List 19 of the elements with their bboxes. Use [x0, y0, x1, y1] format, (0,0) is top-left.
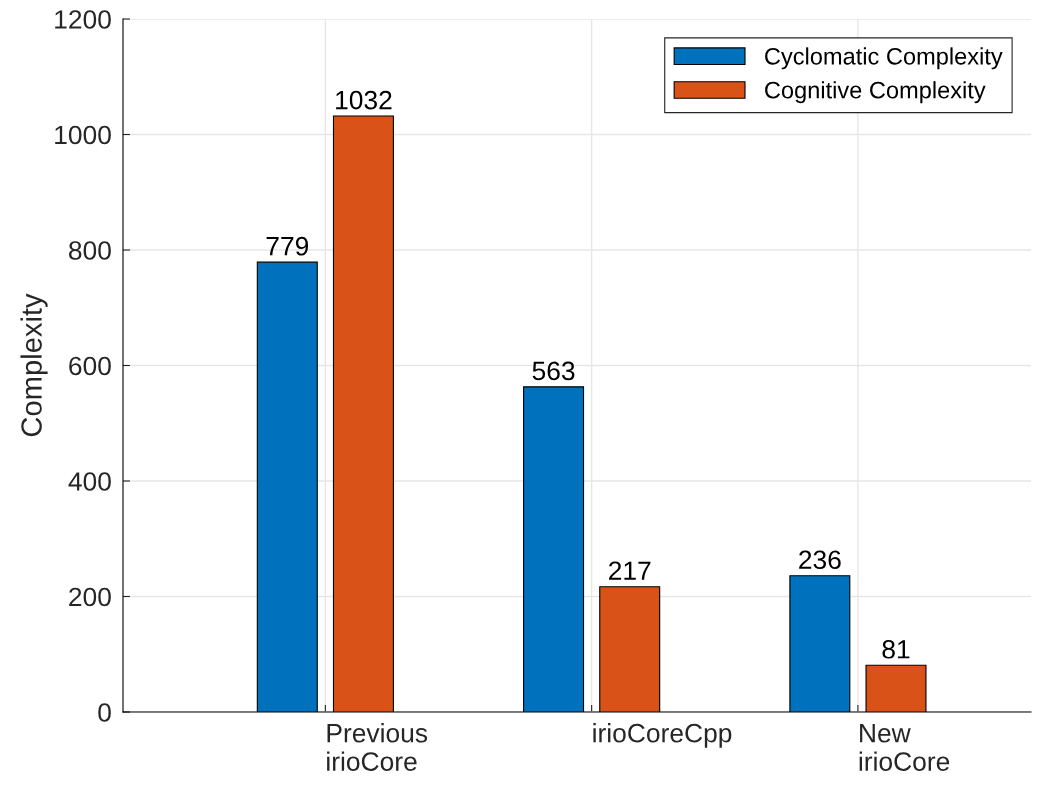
- y-tick-label: 0: [98, 703, 111, 722]
- y-tick-label: 600: [69, 356, 111, 376]
- x-tick-label: irioCoreCpp: [593, 723, 732, 748]
- legend-label: Cyclomatic Complexity: [765, 47, 1003, 70]
- data-label: 236: [799, 550, 841, 570]
- y-axis-title: Complexity: [20, 293, 48, 437]
- data-label: 779: [266, 236, 309, 256]
- x-tick-label: Previous irioCore: [327, 723, 428, 771]
- data-label: 1032: [336, 90, 392, 110]
- legend-label: Cognitive Complexity: [765, 81, 986, 104]
- y-tick-label: 800: [69, 241, 111, 260]
- data-label: 217: [609, 561, 651, 580]
- y-tick-label: 1200: [55, 10, 111, 29]
- y-tick-label: 1000: [55, 125, 111, 145]
- x-tick-label: New irioCore: [859, 724, 950, 771]
- data-label: 563: [532, 361, 575, 381]
- y-tick-label: 200: [69, 587, 111, 607]
- data-label: 81: [882, 639, 910, 659]
- y-tick-label: 400: [68, 472, 111, 491]
